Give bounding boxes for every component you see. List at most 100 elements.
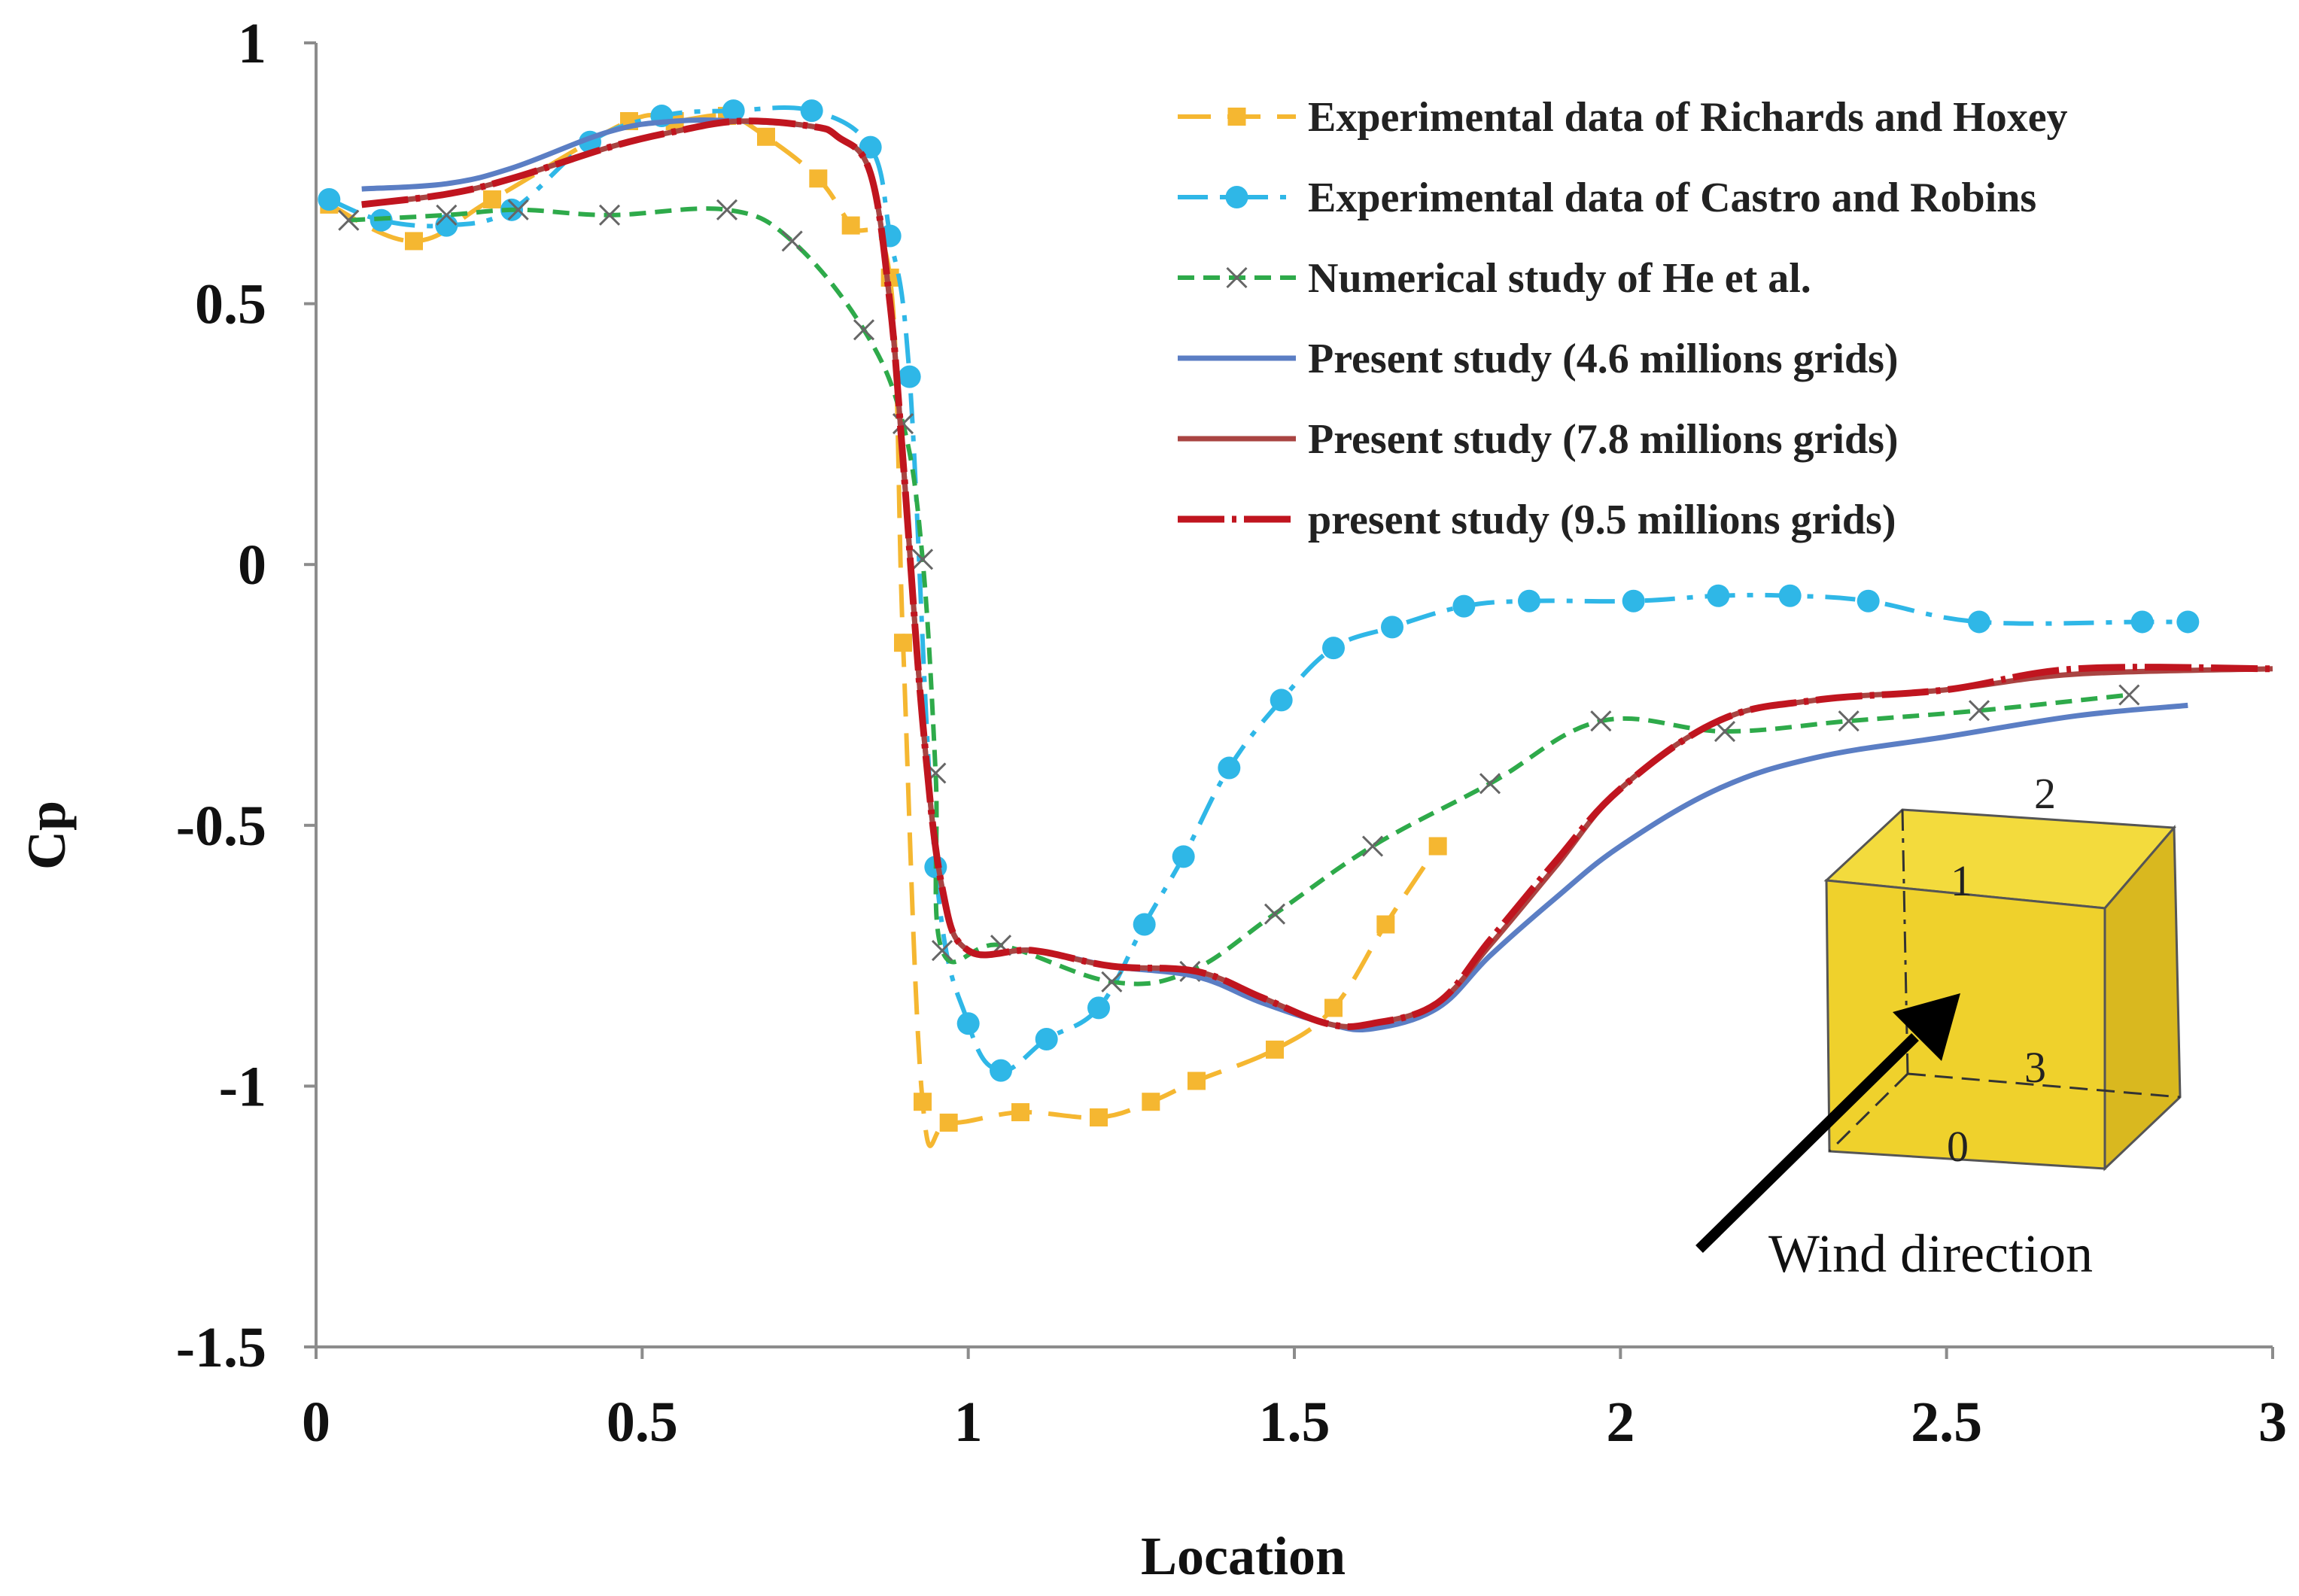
- data-point: [800, 99, 823, 123]
- data-point: [841, 216, 860, 235]
- inset-cube-diagram: 2 1 3 0 Wind direction: [1695, 769, 2182, 1284]
- series-1: [318, 99, 2200, 1082]
- legend-item: Experimental data of Castro and Robins: [1178, 175, 2036, 221]
- data-point: [1452, 594, 1476, 618]
- y-tick-label: 0.5: [195, 273, 266, 336]
- data-point: [1142, 1093, 1160, 1111]
- data-point: [338, 209, 360, 231]
- data-point: [1968, 700, 1990, 722]
- data-point: [1381, 616, 1403, 639]
- data-point: [436, 204, 458, 226]
- x-tick-label: 3: [2258, 1391, 2287, 1454]
- wind-direction-arrow-head: [1893, 993, 1960, 1061]
- data-point: [911, 549, 934, 570]
- legend-label: present study (9.5 millions grids): [1308, 497, 1896, 543]
- inset-edge-label: 3: [2024, 1043, 2046, 1092]
- data-point: [1324, 999, 1343, 1017]
- cube-front-face: [1825, 879, 2106, 1170]
- legend-item: Numerical study of He et al.: [1178, 255, 1811, 302]
- data-point: [1714, 720, 1736, 743]
- data-point: [931, 940, 953, 962]
- data-point: [2130, 610, 2154, 634]
- data-point: [1133, 913, 1156, 936]
- data-point: [598, 204, 621, 226]
- series-line: [361, 117, 2273, 1030]
- data-point: [939, 1113, 958, 1132]
- cube-hidden-edge: [1828, 1072, 1909, 1153]
- legend-marker: [1227, 108, 1246, 126]
- x-tick-label: 2.5: [1911, 1391, 1982, 1454]
- data-point: [1778, 584, 1802, 607]
- ticks: [304, 41, 2274, 1359]
- data-point: [1266, 1040, 1284, 1059]
- data-point: [1622, 589, 1645, 613]
- data-point: [1857, 589, 1880, 613]
- legend-label: Experimental data of Castro and Robins: [1308, 175, 2036, 221]
- cube-hidden-edge: [1901, 809, 1909, 1075]
- data-point: [1035, 1028, 1058, 1051]
- cube-hidden-edge: [1907, 1072, 2181, 1099]
- data-point: [1270, 689, 1293, 712]
- tick-labels: 1 0.5 0 -0.5 -1 -1.5 0 0.5 1 1.5 2 2.5 3: [176, 12, 2287, 1454]
- legend: Experimental data of Richards and Hoxey E…: [1178, 94, 2068, 543]
- y-tick-label: -1.5: [176, 1316, 266, 1379]
- x-tick-label: 0: [302, 1391, 330, 1454]
- data-point: [1479, 773, 1501, 795]
- data-point: [757, 127, 775, 146]
- y-tick-label: -1: [219, 1055, 266, 1118]
- legend-item: present study (9.5 millions grids): [1178, 497, 1896, 543]
- data-point: [1218, 756, 1241, 780]
- data-point: [318, 187, 341, 211]
- inset-edge-label: 2: [2034, 769, 2056, 818]
- legend-item: Experimental data of Richards and Hoxey: [1178, 94, 2068, 141]
- data-point: [483, 190, 501, 208]
- x-tick-label: 0.5: [607, 1391, 678, 1454]
- x-tick-label: 2: [1606, 1391, 1635, 1454]
- data-point: [1188, 1072, 1206, 1090]
- data-point: [1264, 903, 1286, 925]
- data-point: [1376, 915, 1395, 934]
- data-point: [1590, 710, 1612, 732]
- y-tick-label: -0.5: [176, 795, 266, 858]
- data-point: [1968, 610, 1990, 634]
- data-point: [894, 634, 912, 652]
- data-point: [809, 169, 828, 188]
- plot-series: [318, 99, 2273, 1148]
- data-point: [781, 230, 803, 252]
- data-point: [1011, 1103, 1029, 1122]
- wind-direction-caption: Wind direction: [1768, 1224, 2093, 1284]
- x-tick-label: 1.5: [1259, 1391, 1330, 1454]
- y-tick-label: 1: [238, 12, 266, 75]
- series-line: [328, 112, 1440, 1148]
- data-point: [1322, 637, 1345, 660]
- data-point: [507, 199, 529, 220]
- legend-item: Present study (4.6 millions grids): [1178, 336, 1899, 382]
- data-point: [898, 365, 921, 388]
- data-point: [722, 99, 745, 123]
- legend-marker: [1226, 266, 1248, 289]
- legend-label: Numerical study of He et al.: [1308, 255, 1811, 302]
- wind-direction-arrow-shaft: [1695, 1033, 1919, 1253]
- y-tick-label: 0: [238, 534, 266, 597]
- data-point: [914, 1093, 932, 1111]
- y-axis-title: Cp: [17, 801, 77, 870]
- data-point: [859, 135, 882, 159]
- data-point: [1838, 710, 1860, 732]
- x-tick-label: 1: [954, 1391, 983, 1454]
- data-point: [1087, 996, 1110, 1020]
- legend-label: Present study (7.8 millions grids): [1308, 416, 1899, 463]
- legend-item: Present study (7.8 millions grids): [1178, 416, 1899, 463]
- data-point: [1428, 837, 1447, 856]
- legend-label: Experimental data of Richards and Hoxey: [1308, 94, 2068, 141]
- data-point: [1361, 835, 1384, 857]
- series-5: [361, 117, 2273, 1030]
- data-point: [2118, 684, 2140, 706]
- data-point: [1172, 845, 1195, 868]
- data-point: [956, 1012, 980, 1035]
- data-point: [1518, 589, 1540, 613]
- data-point: [1101, 971, 1123, 993]
- legend-label: Present study (4.6 millions grids): [1308, 336, 1899, 382]
- inset-edge-label: 1: [1951, 856, 1972, 905]
- data-point: [716, 199, 738, 220]
